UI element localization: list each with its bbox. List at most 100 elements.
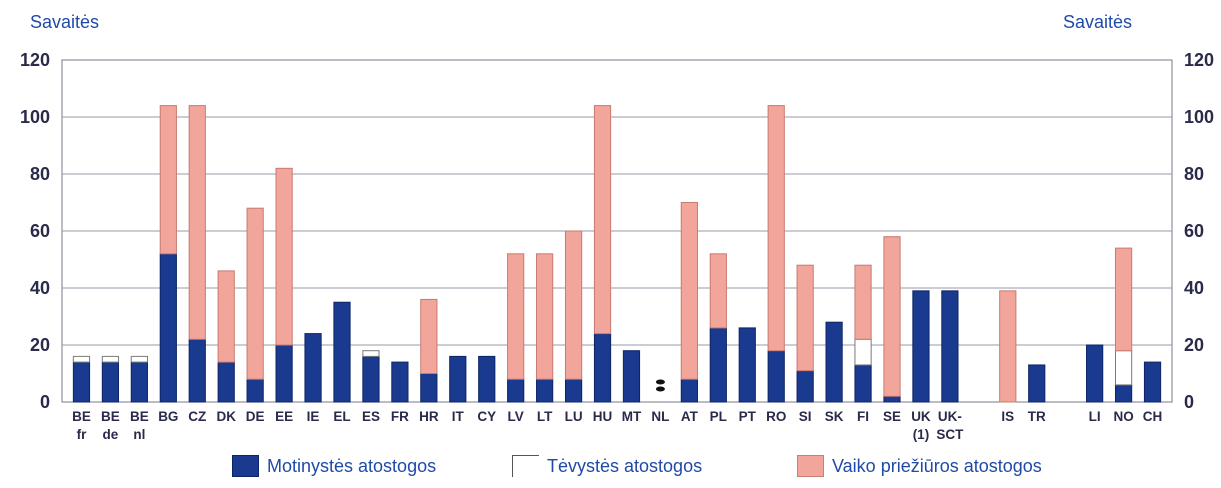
legend-swatch-maternity (232, 455, 259, 477)
x-tick-label: LI (1089, 409, 1101, 424)
x-tick-label: NL (651, 409, 669, 424)
legend-label-maternity: Motinystės atostogos (267, 455, 437, 476)
y-tick-left: 0 (40, 392, 50, 412)
x-tick-label: BE (101, 409, 120, 424)
x-tick-label: SK (825, 409, 844, 424)
x-tick-label: PT (739, 409, 757, 424)
bar-parental-dk (217, 270, 235, 363)
bar-maternity-uk--sct (941, 290, 959, 403)
x-tick-label: CH (1143, 409, 1163, 424)
legend-swatch-paternity (512, 455, 539, 477)
y-tick-left: 20 (30, 335, 50, 355)
bar-paternity-be-de (101, 355, 120, 363)
x-tick-label: LT (537, 409, 553, 424)
bar-paternity-no (1114, 350, 1133, 386)
stacked-bar-chart: 0 0 20 20 40 40 60 60 80 80 100 100 120 120 BE fr BE de BE… (20, 50, 1214, 442)
bar-maternity-uk-1 (912, 290, 930, 403)
bar-parental-hu (593, 105, 612, 335)
bar-maternity-lt (536, 378, 554, 403)
x-tick-label: LU (565, 409, 583, 424)
bar-maternity-be-fr (72, 361, 91, 403)
bar-maternity-be-de (101, 361, 120, 403)
x-tick-label: UK- (938, 409, 962, 424)
y-tick-left: 100 (20, 107, 50, 127)
bar-parental-lu (564, 230, 583, 380)
x-tick-label: IE (307, 409, 320, 424)
y-axis-unit-right: Savaitės (1063, 12, 1133, 32)
x-tick-label: FI (857, 409, 869, 424)
x-tick-label: BE (72, 409, 91, 424)
y-tick-right: 100 (1184, 107, 1214, 127)
x-tick-label: MT (622, 409, 642, 424)
bar-maternity-fr (391, 361, 409, 403)
bar-paternity-es (362, 350, 380, 357)
bar-maternity-cz (188, 338, 206, 403)
bar-parental-lv (507, 253, 525, 380)
bar-maternity-it (449, 355, 467, 403)
bar-parental-ro (767, 105, 785, 352)
not-available-mark-top (655, 379, 665, 385)
x-tick-label: CY (477, 409, 496, 424)
bar-maternity-de (246, 378, 264, 403)
x-tick-label: (1) (913, 427, 930, 442)
y-tick-left: 40 (30, 278, 50, 298)
bar-maternity-ie (304, 333, 322, 403)
bar-maternity-bg (159, 253, 177, 403)
bar-maternity-pt (738, 327, 756, 403)
x-tick-label: TR (1028, 409, 1046, 424)
bar-parental-lt (536, 253, 554, 380)
bar-parental-si (796, 264, 814, 372)
x-tick-label: SCT (936, 427, 964, 442)
y-tick-left: 80 (30, 164, 50, 184)
x-tick-label: BE (130, 409, 149, 424)
bar-parental-ee (275, 167, 293, 346)
legend-swatch-parental (797, 455, 824, 477)
bar-parental-at (680, 202, 698, 380)
legend-label-paternity: Tėvystės atostogos (547, 455, 703, 476)
bar-maternity-el (333, 301, 351, 403)
x-tick-label: PL (710, 409, 727, 424)
y-tick-right: 20 (1184, 335, 1204, 355)
bar-parental-hr (420, 298, 438, 374)
bar-maternity-lu (564, 378, 583, 403)
x-tick-label: UK (911, 409, 931, 424)
bar-maternity-pl (709, 327, 727, 403)
y-tick-right: 0 (1184, 392, 1194, 412)
bar-parental-no (1114, 247, 1133, 352)
bar-paternity-fi (854, 338, 872, 366)
y-tick-right: 60 (1184, 221, 1204, 241)
bar-parental-cz (188, 105, 206, 340)
legend-label-parental: Vaiko priežiūros atostogos (832, 455, 1042, 476)
y-axis-unit-left: Savaitės (30, 12, 100, 32)
x-tick-label: IT (452, 409, 465, 424)
bar-parental-is (999, 290, 1017, 403)
x-tick-label: AT (681, 409, 699, 424)
x-tick-label: BG (158, 409, 178, 424)
x-tick-label: HR (419, 409, 439, 424)
bar-maternity-lv (507, 378, 525, 403)
x-tick-label: SI (799, 409, 812, 424)
bar-maternity-cy (478, 355, 496, 403)
x-tick-label: DE (246, 409, 265, 424)
y-tick-right: 80 (1184, 164, 1204, 184)
bar-maternity-hr (420, 373, 438, 403)
bar-maternity-hu (593, 333, 612, 403)
x-tick-label: RO (766, 409, 786, 424)
bar-parental-se (883, 236, 901, 397)
legend-item-parental: Vaiko priežiūros atostogos (797, 455, 1042, 477)
bar-parental-fi (854, 264, 872, 340)
legend-item-maternity: Motinystės atostogos (232, 455, 436, 477)
x-tick-label: DK (216, 409, 236, 424)
bar-parental-pl (709, 253, 727, 329)
x-tick-label: IS (1001, 409, 1014, 424)
bar-maternity-se (883, 395, 901, 403)
x-tick-label: SE (883, 409, 901, 424)
y-tick-right: 40 (1184, 278, 1204, 298)
x-tick-label: nl (133, 427, 145, 442)
bar-maternity-no (1114, 384, 1133, 403)
y-tick-left: 60 (30, 221, 50, 241)
bar-maternity-tr (1028, 364, 1046, 403)
bar-maternity-li (1086, 344, 1104, 403)
y-tick-right: 120 (1184, 50, 1214, 70)
bar-maternity-mt (622, 350, 641, 403)
